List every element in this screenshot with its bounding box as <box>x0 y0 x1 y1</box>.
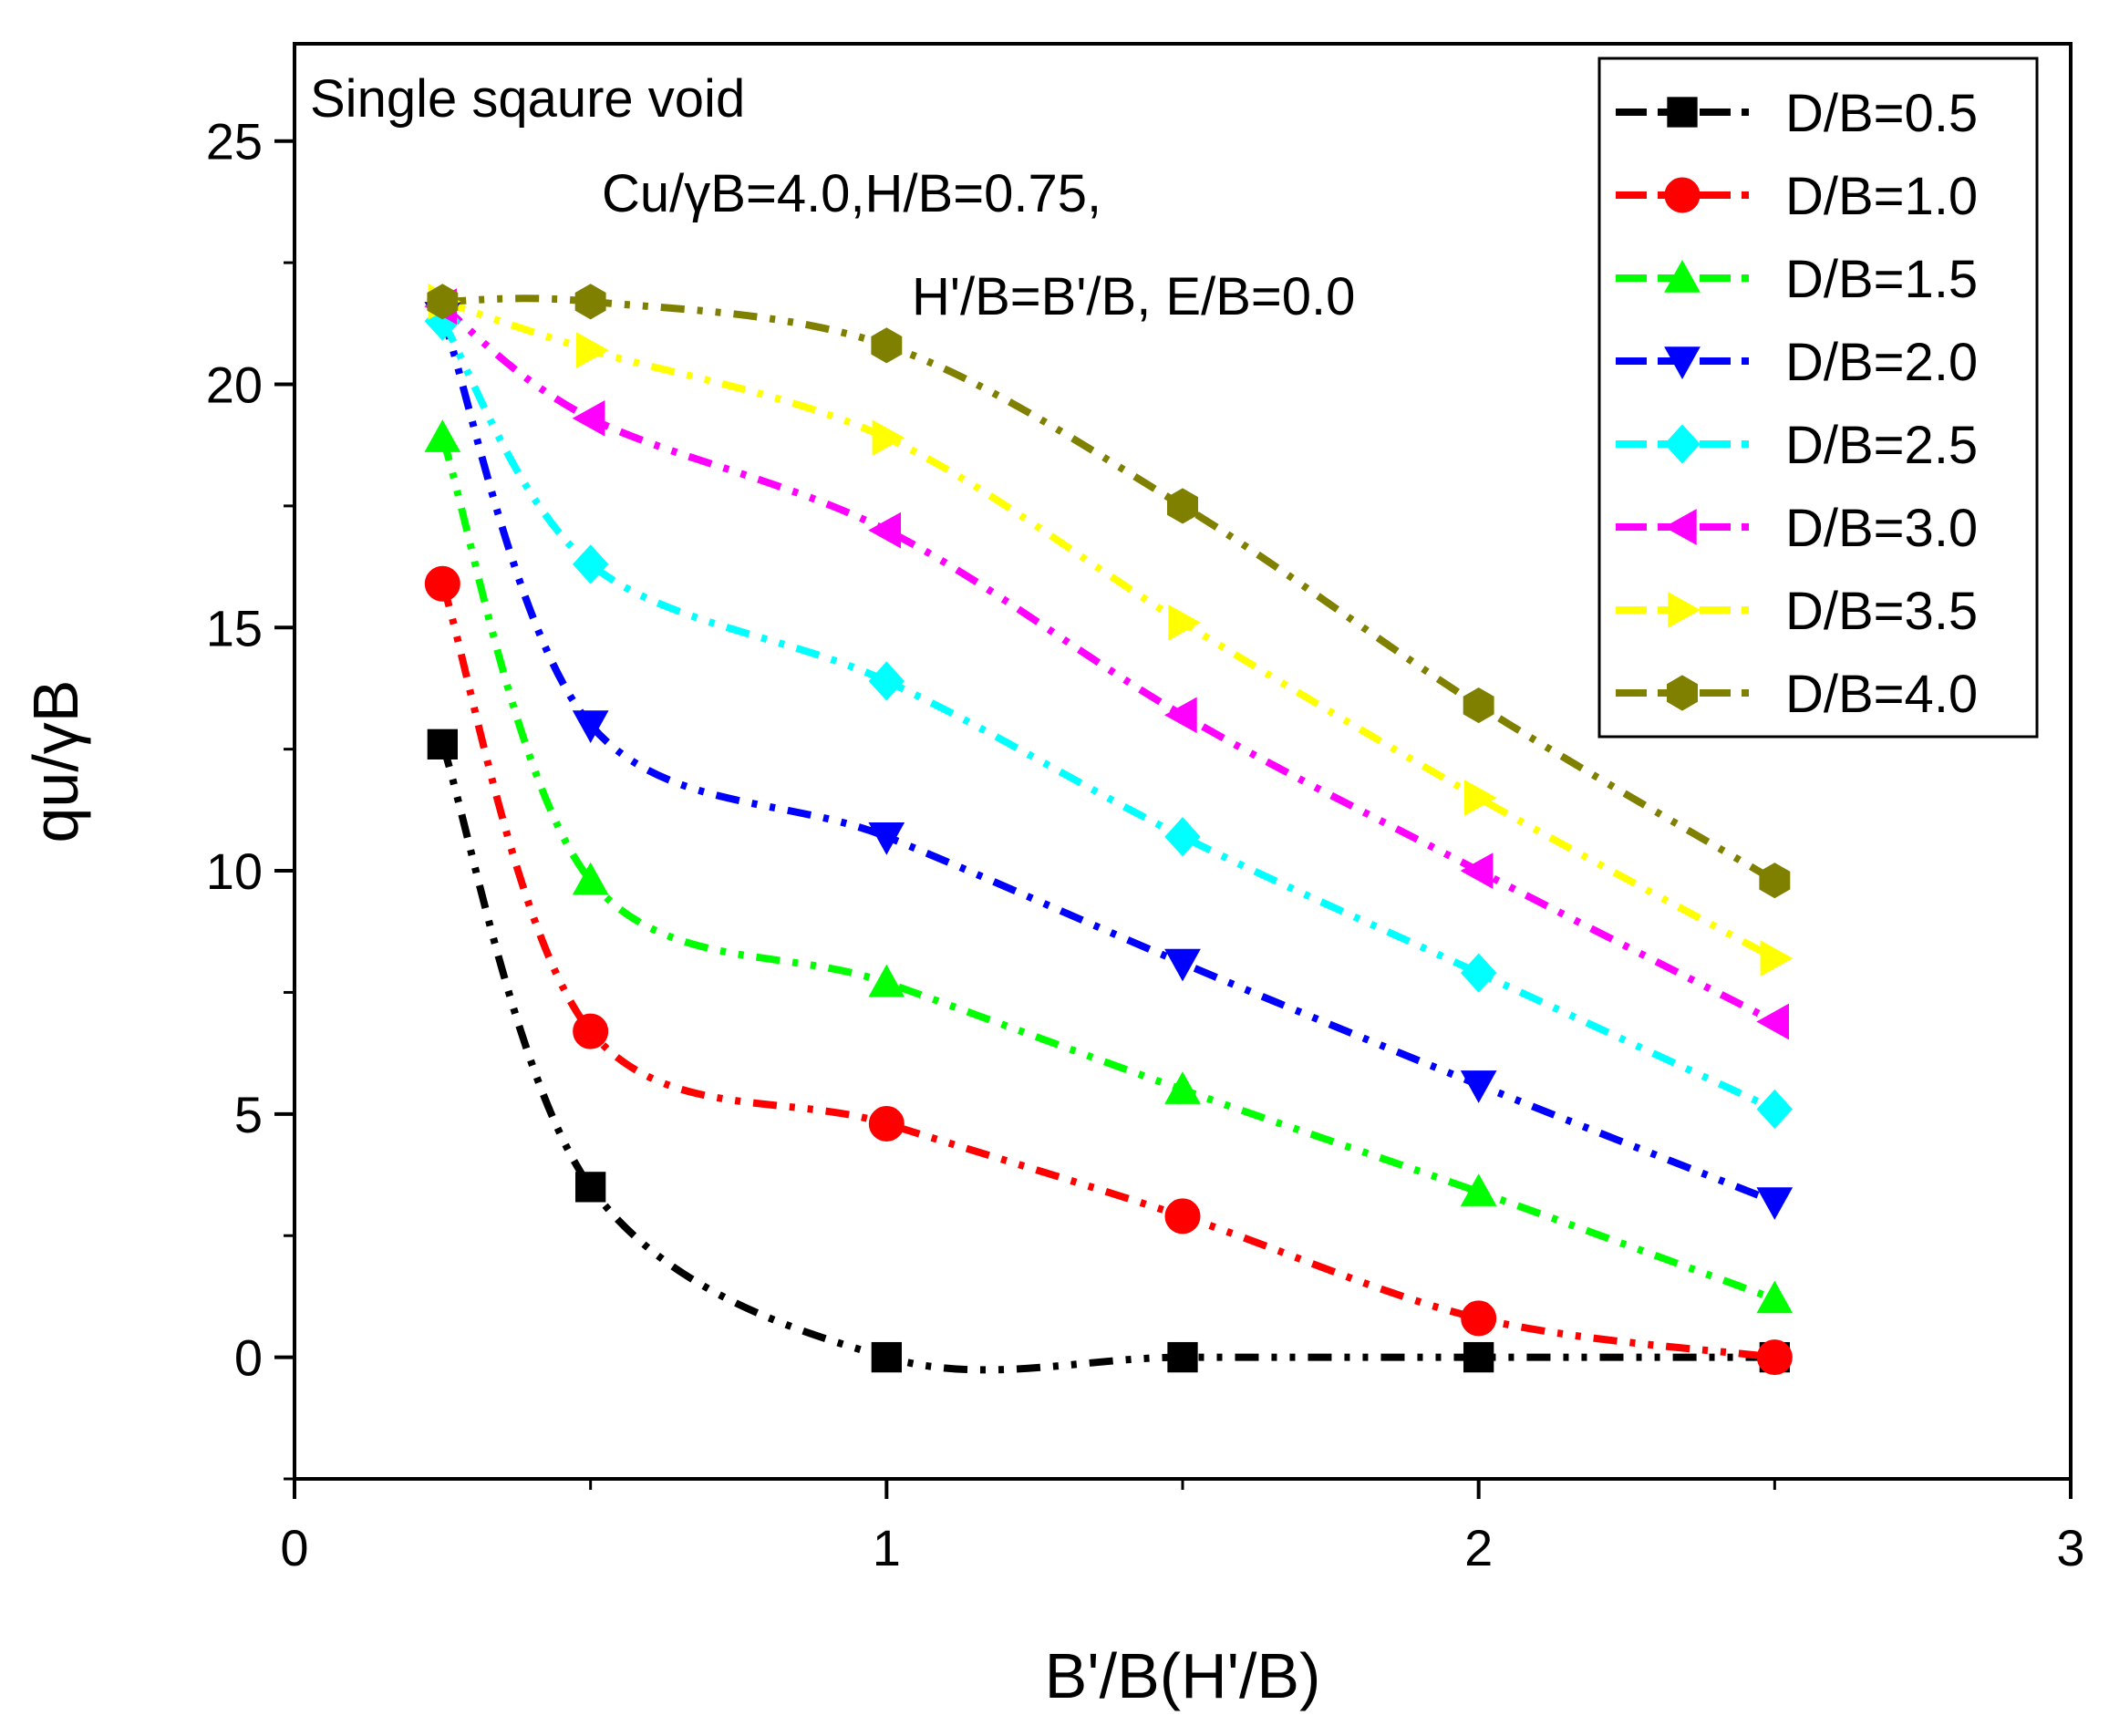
data-point-6-5 <box>1460 852 1494 889</box>
series-line-3 <box>439 436 1776 1303</box>
x-tick-label: 0 <box>280 1519 308 1576</box>
data-point-2-2 <box>573 1013 609 1049</box>
x-tick-label: 1 <box>873 1519 901 1576</box>
legend-marker-4 <box>1664 346 1701 380</box>
data-point-1-2 <box>575 1172 606 1203</box>
data-point-8-2 <box>574 284 606 320</box>
annotation-line1: Single sqaure void <box>310 69 745 129</box>
annotation-line3: H'/B=B'/B, E/B=0.0 <box>912 267 1355 326</box>
y-tick-label: 0 <box>234 1329 263 1387</box>
data-point-7-3 <box>872 419 905 457</box>
data-point-2-6 <box>1756 1339 1793 1376</box>
data-point-2-1 <box>424 565 460 602</box>
data-point-6-4 <box>1163 697 1197 734</box>
y-axis-title: qu/γB <box>20 680 91 843</box>
data-point-3-5 <box>1460 1173 1497 1206</box>
data-point-7-2 <box>576 332 609 368</box>
data-point-5-4 <box>1164 817 1201 857</box>
data-point-6-2 <box>572 399 605 437</box>
legend-marker-6 <box>1663 509 1697 545</box>
data-point-2-3 <box>868 1106 905 1142</box>
legend-label-7: D/B=3.5 <box>1785 582 1978 641</box>
data-point-1-1 <box>427 728 458 760</box>
data-point-1-5 <box>1463 1341 1494 1373</box>
data-point-8-6 <box>1759 863 1791 899</box>
data-point-7-6 <box>1760 940 1794 976</box>
data-point-8-1 <box>427 284 459 320</box>
data-point-5-2 <box>573 544 609 584</box>
legend-marker-2 <box>1664 177 1701 213</box>
data-point-3-6 <box>1756 1280 1794 1314</box>
data-point-6-6 <box>1756 1003 1789 1040</box>
annotation-line2: Cu/γB=4.0,H/B=0.75, <box>602 164 1101 223</box>
data-point-8-4 <box>1167 488 1198 524</box>
data-point-5-5 <box>1461 953 1497 993</box>
annotation: Single sqaure void Cu/γB=4.0,H/B=0.75, H… <box>310 69 1355 326</box>
data-point-4-3 <box>868 822 905 855</box>
data-point-8-5 <box>1463 687 1494 724</box>
data-point-7-4 <box>1168 604 1202 641</box>
data-point-5-3 <box>868 661 905 701</box>
legend-label-8: D/B=4.0 <box>1785 665 1978 724</box>
data-point-4-2 <box>572 710 609 744</box>
series-line-6 <box>439 303 1777 1026</box>
data-point-4-5 <box>1460 1070 1497 1103</box>
data-point-2-5 <box>1461 1300 1497 1337</box>
y-tick-label: 10 <box>206 842 263 900</box>
data-point-3-3 <box>868 964 905 997</box>
legend-marker-5 <box>1664 424 1701 464</box>
data-point-1-3 <box>871 1341 902 1373</box>
legend-label-3: D/B=1.5 <box>1785 250 1978 309</box>
series-line-4 <box>439 315 1776 1205</box>
data-point-4-6 <box>1756 1187 1794 1220</box>
x-tick-label: 2 <box>1464 1519 1493 1576</box>
data-point-2-4 <box>1164 1198 1201 1235</box>
x-axis-title: B'/B(H'/B) <box>1045 1640 1321 1711</box>
legend-marker-7 <box>1668 592 1701 628</box>
series-line-2 <box>439 583 1775 1361</box>
y-tick-label: 5 <box>234 1086 263 1143</box>
data-point-3-2 <box>572 862 609 895</box>
data-point-1-4 <box>1167 1341 1198 1373</box>
data-point-3-4 <box>1164 1071 1201 1104</box>
y-tick-label: 15 <box>206 599 263 656</box>
legend-marker-3 <box>1664 259 1701 293</box>
x-tick-label: 3 <box>2056 1519 2084 1576</box>
legend-marker-1 <box>1667 97 1698 128</box>
y-tick-label: 20 <box>206 356 263 413</box>
series-line-1 <box>439 743 1775 1374</box>
series-line-7 <box>441 297 1777 962</box>
data-point-5-6 <box>1756 1089 1793 1130</box>
legend-label-1: D/B=0.5 <box>1785 84 1978 143</box>
data-point-8-3 <box>871 327 903 364</box>
series-curves <box>439 294 1777 1374</box>
data-point-7-5 <box>1464 780 1497 816</box>
axes: 0 1 2 3 0 5 10 15 20 25 <box>206 113 2085 1576</box>
data-point-3-1 <box>424 419 461 452</box>
legend-marker-8 <box>1667 675 1698 711</box>
legend-label-2: D/B=1.0 <box>1785 167 1978 226</box>
y-tick-label: 25 <box>206 113 263 170</box>
data-point-6-3 <box>868 512 901 549</box>
legend-label-5: D/B=2.5 <box>1785 416 1978 475</box>
legend-label-4: D/B=2.0 <box>1785 333 1978 392</box>
legend: D/B=0.5 D/B=1.0 D/B=1.5 D/B=2.0 D/B=2.5 D/B=3… <box>1597 57 2039 739</box>
data-point-4-4 <box>1164 948 1201 982</box>
series-markers <box>424 283 1794 1376</box>
legend-label-6: D/B=3.0 <box>1785 499 1978 558</box>
series-line-8 <box>442 294 1777 884</box>
